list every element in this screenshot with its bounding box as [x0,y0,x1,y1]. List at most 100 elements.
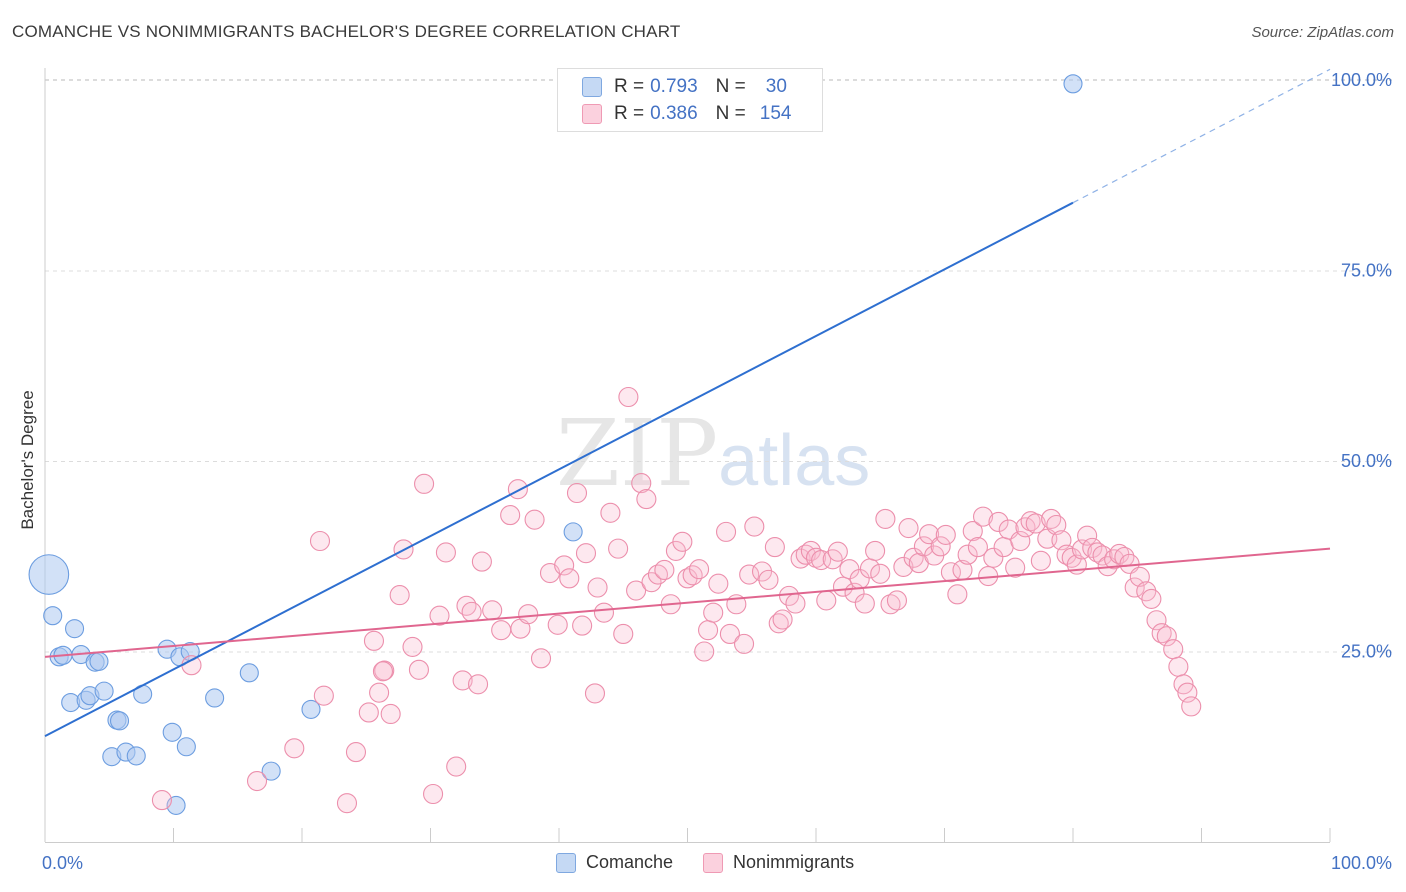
nonimmigrants-point [446,756,467,777]
comanche-point [563,522,583,542]
nonimmigrants-point [972,506,994,527]
nonimmigrants-point [631,473,652,494]
nonimmigrants-point [827,541,848,562]
nonimmigrants-point [618,386,639,408]
nonimmigrants-point [654,559,675,581]
nonimmigrants-point [584,683,606,704]
nonimmigrants-point [1005,557,1026,578]
nonimmigrants-point [524,509,545,530]
nonimmigrants-point [880,594,901,615]
nonimmigrants-point [313,685,334,706]
nonimmigrants-point [1156,626,1177,647]
nonimmigrants-point [358,702,379,723]
nonimmigrants-point [587,577,608,598]
nonimmigrants-point [1020,511,1041,532]
nonimmigrants-point [1168,656,1189,677]
nonimmigrants-point [246,770,268,792]
nonimmigrants-point [919,524,940,545]
comanche-point [89,651,109,671]
nonimmigrants-point [1046,514,1067,536]
comanche-swatch [556,852,576,873]
nonimmigrants-point [993,537,1014,558]
nonimmigrants-point [733,633,755,654]
nonimmigrants-point [875,508,896,529]
nonimmigrants-point [1141,588,1162,609]
nonimmigrants-point [785,593,806,614]
legend-n-value: 30 [765,76,787,97]
comanche-point [65,619,85,639]
nonimmigrants-point [1025,513,1046,534]
y-axis-label: Bachelor's Degree [18,390,37,529]
comanche-point [205,688,225,708]
nonimmigrants-point [380,703,401,725]
nonimmigrants-point [694,641,715,662]
nonimmigrants-point [507,479,528,500]
nonimmigrants-point [608,538,629,559]
nonimmigrants-point [1146,610,1167,631]
comanche-point [43,606,63,626]
legend-n-label: N = [715,103,746,124]
series-legend: Comanche Nonimmigrants [556,852,884,873]
legend-row-comanche: R = 0.793 N = 30 [582,74,787,100]
nonimmigrants-point [530,648,552,669]
nonimmigrants-point [559,568,580,589]
nonimmigrants-point [151,790,172,811]
comanche-point [261,761,281,781]
legend-n-label: N = [715,76,746,97]
comanche-trend-line [44,201,1074,737]
nonimmigrants-point [832,576,854,597]
nonimmigrants-point [886,590,908,611]
nonimmigrants-point [988,511,1009,533]
y-tick-label: 100.0% [1331,70,1392,90]
nonimmigrants-point [414,473,435,494]
nonimmigrants-point [345,742,367,763]
legend-swatch-comanche [582,77,602,97]
nonimmigrants-point [452,670,473,691]
legend-r-label: R = [614,103,645,124]
comanche-point [1063,74,1083,94]
nonimmigrants-point [575,543,597,564]
nonimmigrants-point [672,531,693,552]
nonimmigrants-point [461,601,482,622]
nonimmigrants-point [816,590,837,611]
nonimmigrants-point [1077,525,1098,546]
watermark: ZIPatlas [556,400,870,507]
nonimmigrants-label: Nonimmigrants [733,852,855,872]
nonimmigrants-point [363,630,385,651]
comanche-point [176,737,196,757]
nonimmigrants-point [1092,545,1113,566]
nonimmigrants-point [572,615,593,636]
nonimmigrants-point [284,738,305,759]
nonimmigrants-point [471,551,492,572]
nonimmigrants-point [336,793,358,814]
nonimmigrants-point [744,516,765,537]
series-legend-comanche: Comanche [556,852,673,873]
nonimmigrants-point [768,613,789,634]
nonimmigrants-point [805,547,827,568]
comanche-trend-extension [1072,68,1331,204]
nonimmigrants-point [698,620,719,641]
y-tick-label: 25.0% [1341,642,1392,662]
nonimmigrants-point [435,542,456,563]
nonimmigrants-point [372,661,394,682]
nonimmigrants-point [408,659,429,680]
comanche-point [126,746,146,766]
nonimmigrants-point [1163,639,1184,660]
nonimmigrants-point [935,524,956,545]
y-tick-label: 50.0% [1341,451,1392,471]
nonimmigrants-point [739,564,760,585]
nonimmigrants-point [482,600,503,621]
nonimmigrants-point [500,505,521,526]
nonimmigrants-point [715,521,737,542]
comanche-point [162,722,182,742]
nonimmigrants-point [865,540,886,561]
nonimmigrants-point [854,593,875,614]
comanche-label: Comanche [586,852,674,872]
nonimmigrants-point [758,569,779,590]
nonimmigrants-point [626,580,647,601]
nonimmigrants-point [983,547,1004,568]
nonimmigrants-point [593,602,615,623]
nonimmigrants-point [309,530,331,552]
nonimmigrants-point [962,521,983,542]
